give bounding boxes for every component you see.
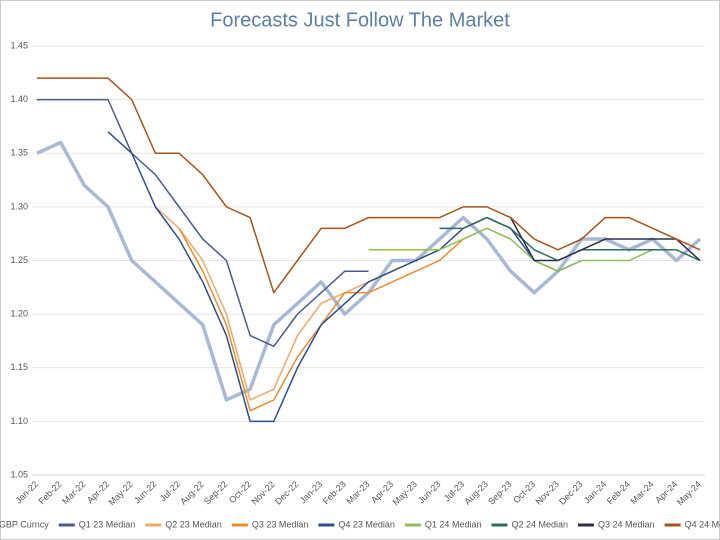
legend-label: Q2 23 Median [165,519,222,529]
legend-label: Q1 23 Median [79,519,136,529]
y-tick-label: 1.45 [10,40,28,50]
y-tick-label: 1.15 [10,362,28,372]
series-line [509,217,701,262]
y-tick-label: 1.35 [10,148,28,158]
legend-label: Q3 23 Median [252,519,309,529]
legend-label: Q3 24 Median [598,519,655,529]
y-tick-label: 1.20 [10,309,28,319]
legend-label: Q2 24 Median [511,519,568,529]
series-line [37,77,701,294]
series-line [178,227,511,412]
y-tick-label: 1.30 [10,201,28,211]
legend-label: Q4 24 Median [685,519,720,529]
chart-title: Forecasts Just Follow The Market [210,9,510,31]
y-tick-label: 1.25 [10,255,28,265]
y-tick-label: 1.10 [10,416,28,426]
series-line [368,227,653,272]
series-line [37,98,369,348]
y-tick-label: 1.40 [10,94,28,104]
legend-label: Q4 23 Median [338,519,395,529]
legend-label: GBP Curncy [0,519,49,529]
legend-label: Q1 24 Median [425,519,482,529]
y-tick-label: 1.05 [10,469,28,479]
